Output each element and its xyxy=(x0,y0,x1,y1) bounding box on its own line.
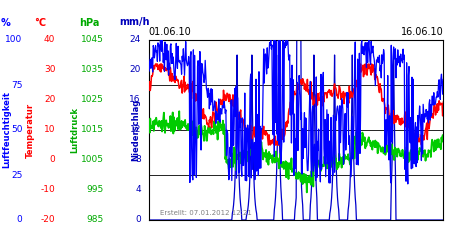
Text: 1025: 1025 xyxy=(81,96,104,104)
Text: 50: 50 xyxy=(11,126,22,134)
Text: °C: °C xyxy=(34,18,46,28)
Text: 0: 0 xyxy=(50,156,55,164)
Text: 8: 8 xyxy=(135,156,141,164)
Text: 30: 30 xyxy=(44,66,55,74)
Text: 25: 25 xyxy=(11,170,22,179)
Text: 995: 995 xyxy=(86,186,104,194)
Text: 0: 0 xyxy=(17,216,22,224)
Text: 985: 985 xyxy=(86,216,104,224)
Text: 1045: 1045 xyxy=(81,36,104,44)
Text: Luftfeuchtigkeit: Luftfeuchtigkeit xyxy=(3,92,12,168)
Text: 4: 4 xyxy=(135,186,141,194)
Text: -20: -20 xyxy=(40,216,55,224)
Text: Temperatur: Temperatur xyxy=(26,102,35,158)
Text: mm/h: mm/h xyxy=(119,18,150,28)
Text: 1015: 1015 xyxy=(81,126,104,134)
Text: 1035: 1035 xyxy=(81,66,104,74)
Text: 01.06.10: 01.06.10 xyxy=(148,27,191,37)
Text: 1005: 1005 xyxy=(81,156,104,164)
Text: 24: 24 xyxy=(130,36,141,44)
Text: hPa: hPa xyxy=(79,18,99,28)
Text: Erstellt: 07.01.2012 12:21: Erstellt: 07.01.2012 12:21 xyxy=(160,210,252,216)
Text: %: % xyxy=(1,18,11,28)
Text: 20: 20 xyxy=(44,96,55,104)
Text: 75: 75 xyxy=(11,80,22,90)
Text: 16: 16 xyxy=(129,96,141,104)
Text: Niederschlag: Niederschlag xyxy=(131,99,140,161)
Text: -10: -10 xyxy=(40,186,55,194)
Text: 10: 10 xyxy=(44,126,55,134)
Text: 16.06.10: 16.06.10 xyxy=(400,27,443,37)
Text: 100: 100 xyxy=(5,36,22,44)
Text: 40: 40 xyxy=(44,36,55,44)
Text: 20: 20 xyxy=(130,66,141,74)
Text: 0: 0 xyxy=(135,216,141,224)
Text: Luftdruck: Luftdruck xyxy=(70,107,79,153)
Text: 12: 12 xyxy=(130,126,141,134)
